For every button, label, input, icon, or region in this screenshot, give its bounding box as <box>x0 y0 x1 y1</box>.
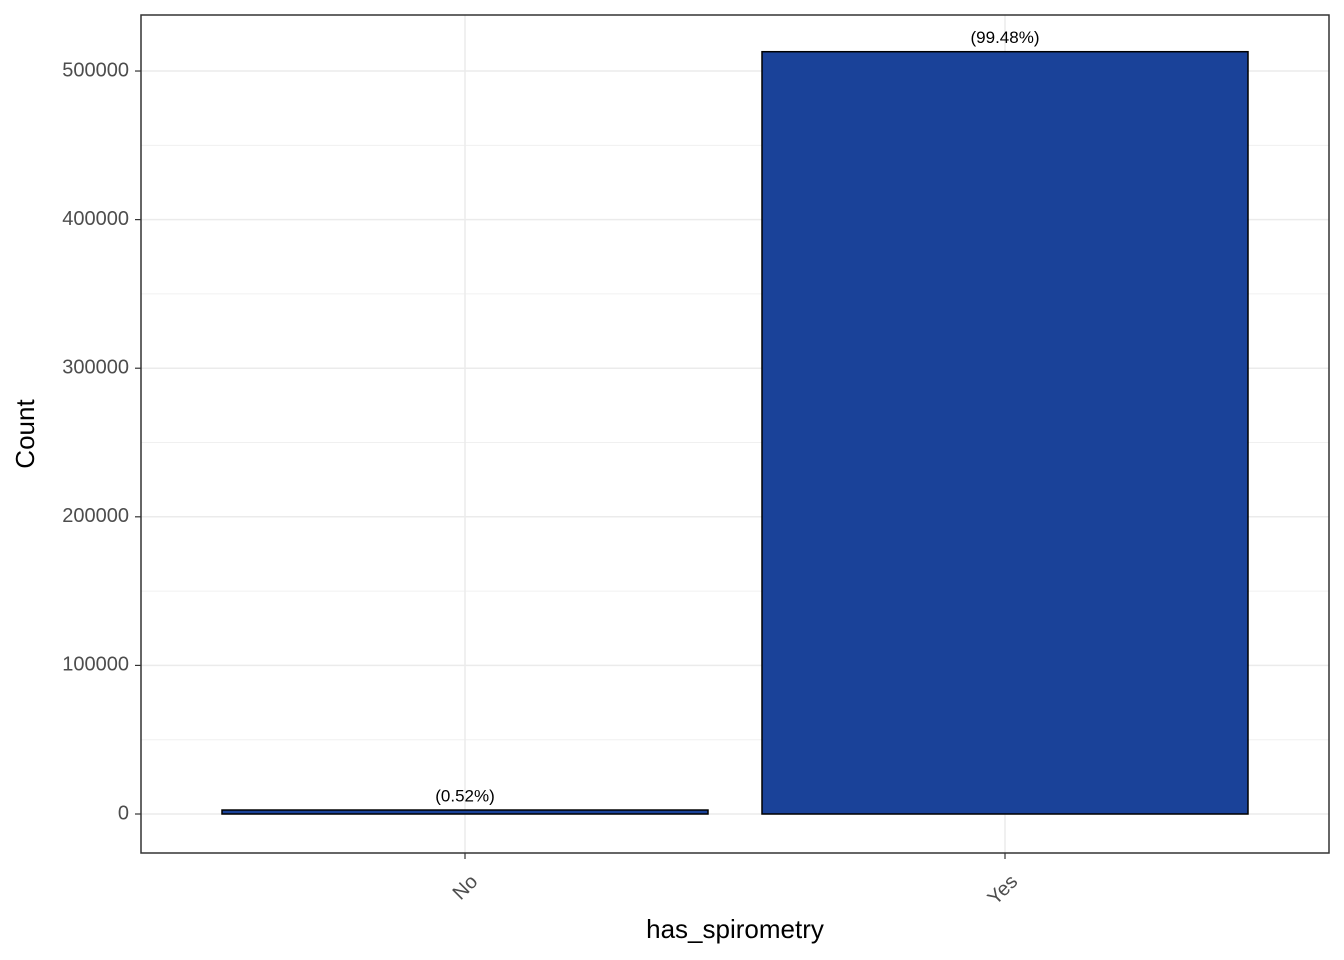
y-tick-label: 100000 <box>62 654 129 676</box>
y-tick-label: 0 <box>118 802 129 824</box>
y-tick-label: 300000 <box>62 356 129 378</box>
bar <box>761 50 1249 815</box>
y-tick-label: 400000 <box>62 208 129 230</box>
bar-annotation: (0.52%) <box>435 787 495 806</box>
panel-border <box>140 14 1330 854</box>
bar-annotation: (99.48%) <box>971 28 1040 47</box>
x-tick-label: Yes <box>984 871 1023 910</box>
x-axis-title: has_spirometry <box>646 914 824 944</box>
y-axis-title: Count <box>10 399 40 469</box>
y-tick-label: 200000 <box>62 505 129 527</box>
bar <box>221 809 709 815</box>
x-tick-label: No <box>449 871 483 905</box>
y-tick-label: 500000 <box>62 59 129 81</box>
